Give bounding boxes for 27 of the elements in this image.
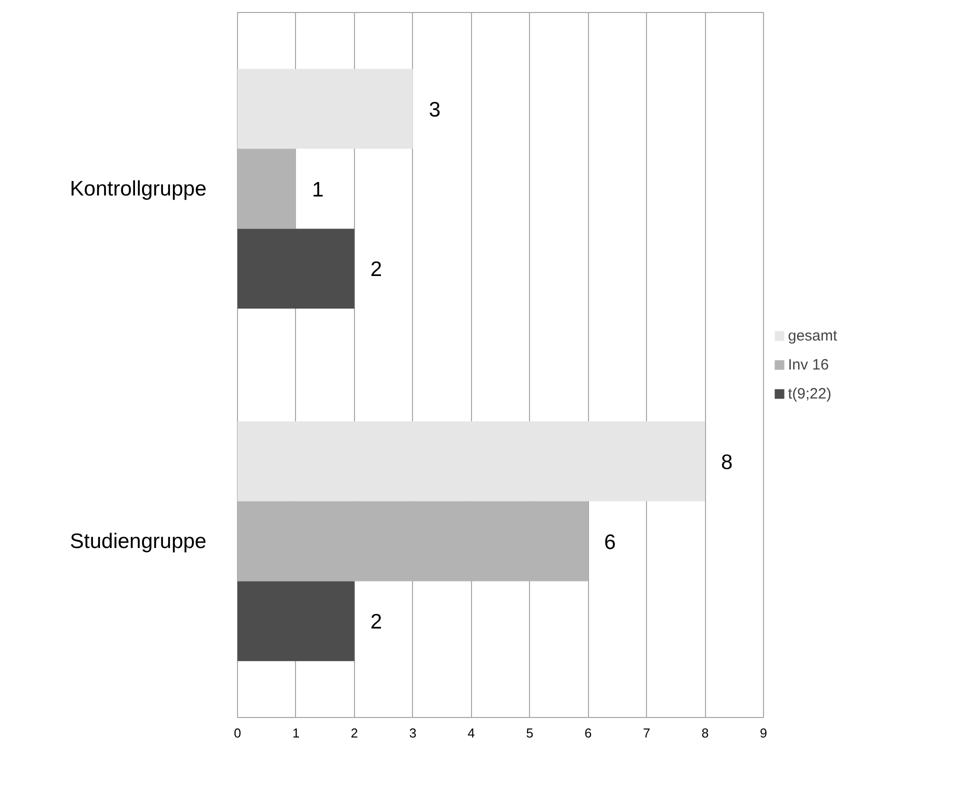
x-tick-label: 0 <box>234 726 242 740</box>
x-tick-label: 4 <box>468 726 475 740</box>
x-tick-label: 7 <box>642 726 650 740</box>
bar <box>238 501 588 582</box>
legend-label: t(9;22) <box>788 385 832 402</box>
bar <box>238 68 413 149</box>
x-tick-label: 8 <box>701 726 709 740</box>
data-label: 1 <box>312 178 324 202</box>
data-label: 2 <box>370 258 382 282</box>
bar <box>238 148 296 229</box>
x-tick-label: 1 <box>292 726 300 740</box>
x-tick-label: 6 <box>584 726 592 740</box>
bar <box>238 581 354 662</box>
x-tick-label: 9 <box>760 726 768 740</box>
bar <box>238 421 706 502</box>
legend-label: Inv 16 <box>788 356 829 373</box>
data-label: 2 <box>370 610 382 634</box>
y-tick-label: Studiengruppe <box>70 530 207 553</box>
data-label: 3 <box>428 98 441 122</box>
data-label: 8 <box>721 450 733 474</box>
x-tick-label: 5 <box>526 726 534 740</box>
x-tick-label: 2 <box>350 726 358 740</box>
data-label: 6 <box>604 530 616 554</box>
y-tick-label: Kontrollgruppe <box>70 177 206 200</box>
x-tick-label: 3 <box>409 726 416 740</box>
bar <box>238 228 354 309</box>
legend-label: gesamt <box>788 327 838 344</box>
